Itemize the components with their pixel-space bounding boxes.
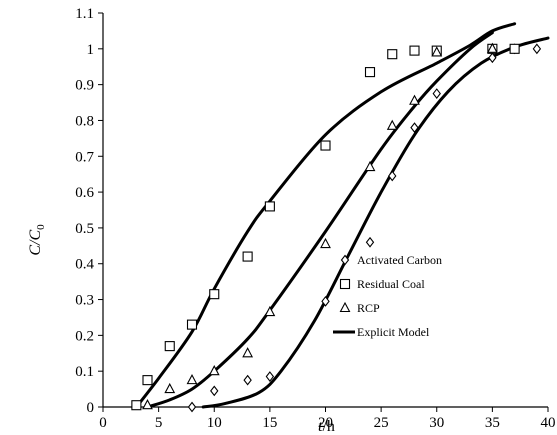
y-axis-label-main: C/C xyxy=(27,230,44,256)
legend-label-explicit-model: Explicit Model xyxy=(357,325,430,339)
y-tick-label: 0.2 xyxy=(75,328,94,344)
rcp-point xyxy=(431,46,443,57)
y-tick-label: 0.9 xyxy=(75,78,94,94)
x-axis-label: t/h xyxy=(318,418,335,435)
rcp-point xyxy=(242,347,254,358)
y-tick-label: 0.5 xyxy=(75,221,94,237)
residual-coal-point xyxy=(264,201,275,212)
rcp-point xyxy=(208,365,220,376)
y-axis-label: C/C0 xyxy=(27,224,47,256)
activated-carbon-point xyxy=(410,122,419,134)
residual-coal-point xyxy=(387,49,398,60)
y-axis-label-sub: 0 xyxy=(35,224,47,230)
residual-coal-point xyxy=(509,43,520,54)
activated-carbon-point xyxy=(388,170,397,182)
model-curve-2 xyxy=(146,31,494,409)
rcp-point xyxy=(142,399,153,410)
legend-residual-coal-marker xyxy=(339,278,351,290)
rcp-point xyxy=(264,305,276,317)
y-tick-label: 0.7 xyxy=(75,149,94,165)
x-tick-label: 30 xyxy=(429,415,444,431)
x-axis-ticks: 0 5 10 15 20 25 30 35 40 xyxy=(99,407,556,431)
residual-coal-point xyxy=(409,45,420,56)
rcp-point xyxy=(409,94,420,105)
data-markers xyxy=(131,42,542,413)
y-axis-ticks: 0 0.1 0.2 0.3 0.4 0.5 0.6 0.7 0.8 0.9 1 1.1 xyxy=(75,6,103,416)
rcp-point xyxy=(486,42,498,53)
activated-carbon-point xyxy=(243,374,252,386)
residual-coal-point xyxy=(186,319,198,330)
model-curve-1 xyxy=(134,22,517,409)
legend-label-rcp: RCP xyxy=(357,301,380,315)
residual-coal-point xyxy=(142,375,153,386)
residual-coal-point xyxy=(131,400,142,411)
legend: Activated Carbon Residual Coal RCP Explicit… xyxy=(333,253,442,339)
rcp-point xyxy=(320,237,331,249)
x-tick-label: 20 xyxy=(318,415,333,431)
y-tick-label: 1.1 xyxy=(75,6,94,22)
activated-carbon-point xyxy=(488,52,497,64)
y-tick-label: 0.3 xyxy=(75,293,94,309)
y-tick-label: 1 xyxy=(87,42,95,58)
x-tick-label: 0 xyxy=(99,415,107,431)
legend-label-activated-carbon: Activated Carbon xyxy=(357,253,442,267)
legend-activated-carbon-marker xyxy=(340,254,350,266)
y-tick-label: 0 xyxy=(87,400,95,416)
residual-coal-point xyxy=(242,251,253,262)
y-tick-label: 0.4 xyxy=(75,257,94,273)
x-tick-label: 10 xyxy=(207,415,222,431)
x-tick-label: 35 xyxy=(485,415,500,431)
model-curves xyxy=(134,22,550,409)
y-tick-label: 0.1 xyxy=(75,364,94,380)
y-tick-label: 0.8 xyxy=(75,113,94,129)
legend-label-residual-coal: Residual Coal xyxy=(357,277,425,291)
x-tick-label: 25 xyxy=(374,415,389,431)
model-curve-3 xyxy=(201,36,550,409)
rcp-point xyxy=(186,373,198,385)
rcp-point xyxy=(364,160,376,172)
x-tick-label: 15 xyxy=(262,415,277,431)
activated-carbon-point xyxy=(532,43,542,55)
rcp-point xyxy=(164,382,176,394)
y-axis-label-text: C/C0 xyxy=(27,224,47,256)
rcp-point xyxy=(386,119,398,130)
x-tick-label: 40 xyxy=(541,415,556,431)
legend-rcp-marker xyxy=(339,301,351,313)
residual-coal-point xyxy=(164,341,175,352)
activated-carbon-point xyxy=(265,371,275,382)
x-axis-label-var: t xyxy=(318,418,323,435)
residual-coal-point xyxy=(209,289,220,300)
activated-carbon-point xyxy=(365,236,375,248)
residual-coal-point xyxy=(364,67,376,78)
x-tick-label: 5 xyxy=(155,415,163,431)
y-tick-label: 0.6 xyxy=(75,185,94,201)
residual-coal-point xyxy=(320,140,331,151)
activated-carbon-point xyxy=(210,385,219,397)
activated-carbon-point xyxy=(432,88,441,99)
activated-carbon-point xyxy=(321,295,330,307)
activated-carbon-point xyxy=(187,401,197,413)
x-axis-label-unit: /h xyxy=(322,418,334,435)
